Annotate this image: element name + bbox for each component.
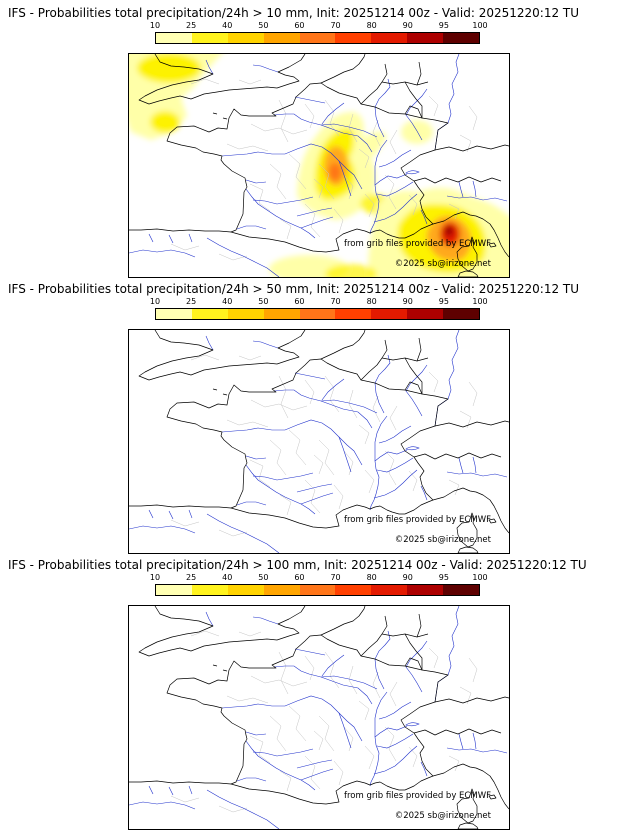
colorbar-segment xyxy=(156,33,192,43)
colorbar-segment xyxy=(156,585,192,595)
colorbar-segment xyxy=(371,309,408,319)
panel-50mm: IFS - Probabilities total precipitation/… xyxy=(0,276,630,554)
colorbar-segment xyxy=(227,309,264,319)
colorbar-tick: 40 xyxy=(222,21,233,30)
map-100mm: from grib files provided by ECMWF ©2025 … xyxy=(128,605,510,830)
colorbar-segment xyxy=(227,585,264,595)
colorbar-tick: 95 xyxy=(438,573,449,582)
colorbar-tick: 100 xyxy=(472,573,488,582)
attribution-source: from grib files provided by ECMWF xyxy=(344,791,491,801)
attribution-source: from grib files provided by ECMWF xyxy=(344,239,491,249)
colorbar-segment xyxy=(263,309,300,319)
probability-colorbar: 10 25 40 50 60 70 80 90 95 100 xyxy=(150,21,488,44)
panel-title: IFS - Probabilities total precipitation/… xyxy=(8,6,580,20)
attribution-copyright: ©2025 sb@irizone.net xyxy=(394,811,491,821)
colorbar-tick: 80 xyxy=(366,297,377,306)
colorbar-tick: 10 xyxy=(149,21,161,30)
colorbar-tick-labels: 10 25 40 50 60 70 80 90 95 100 xyxy=(150,573,488,584)
map-50mm: from grib files provided by ECMWF ©2025 … xyxy=(128,329,510,554)
colorbar-tick: 100 xyxy=(472,21,488,30)
colorbar-scale xyxy=(155,584,480,596)
colorbar-segment xyxy=(335,309,372,319)
colorbar-segment xyxy=(443,585,480,595)
colorbar-tick: 60 xyxy=(294,573,305,582)
colorbar-tick: 10 xyxy=(149,297,161,306)
attribution-copyright: ©2025 sb@irizone.net xyxy=(394,259,491,269)
colorbar-segment xyxy=(407,585,444,595)
colorbar-segment xyxy=(407,309,444,319)
colorbar-tick: 60 xyxy=(294,297,305,306)
colorbar-tick: 70 xyxy=(330,297,341,306)
colorbar-segment xyxy=(443,33,480,43)
colorbar-tick: 50 xyxy=(258,21,269,30)
colorbar-tick: 90 xyxy=(402,297,413,306)
colorbar-tick: 70 xyxy=(330,573,341,582)
colorbar-tick: 25 xyxy=(186,21,197,30)
colorbar-tick-labels: 10 25 40 50 60 70 80 90 95 100 xyxy=(150,297,488,308)
panel-10mm: IFS - Probabilities total precipitation/… xyxy=(0,0,630,278)
colorbar-segment xyxy=(299,33,336,43)
colorbar-tick: 40 xyxy=(222,297,233,306)
colorbar-tick: 95 xyxy=(438,297,449,306)
colorbar-segment xyxy=(443,309,480,319)
colorbar-segment xyxy=(371,33,408,43)
colorbar-segment xyxy=(335,33,372,43)
panel-title: IFS - Probabilities total precipitation/… xyxy=(8,558,587,572)
panel-100mm: IFS - Probabilities total precipitation/… xyxy=(0,552,630,830)
probability-colorbar: 10 25 40 50 60 70 80 90 95 100 xyxy=(150,297,488,320)
map-10mm: from grib files provided by ECMWF ©2025 … xyxy=(128,53,510,278)
colorbar-tick: 70 xyxy=(330,21,341,30)
colorbar-segment xyxy=(371,585,408,595)
colorbar-tick: 100 xyxy=(472,297,488,306)
colorbar-tick: 90 xyxy=(402,573,413,582)
colorbar-tick: 50 xyxy=(258,573,269,582)
probability-colorbar: 10 25 40 50 60 70 80 90 95 100 xyxy=(150,573,488,596)
colorbar-segment xyxy=(263,585,300,595)
colorbar-scale xyxy=(155,32,480,44)
colorbar-segment xyxy=(263,33,300,43)
colorbar-segment xyxy=(299,585,336,595)
attribution-copyright: ©2025 sb@irizone.net xyxy=(394,535,491,545)
panel-title: IFS - Probabilities total precipitation/… xyxy=(8,282,580,296)
colorbar-tick: 25 xyxy=(186,573,197,582)
colorbar-tick: 60 xyxy=(294,21,305,30)
colorbar-segment xyxy=(227,33,264,43)
colorbar-tick: 40 xyxy=(222,573,233,582)
colorbar-tick: 80 xyxy=(366,573,377,582)
colorbar-segment xyxy=(156,309,192,319)
colorbar-tick: 90 xyxy=(402,21,413,30)
colorbar-tick: 95 xyxy=(438,21,449,30)
colorbar-segment xyxy=(191,33,228,43)
colorbar-tick: 25 xyxy=(186,297,197,306)
colorbar-tick-labels: 10 25 40 50 60 70 80 90 95 100 xyxy=(150,21,488,32)
colorbar-segment xyxy=(299,309,336,319)
colorbar-segment xyxy=(191,309,228,319)
colorbar-segment xyxy=(335,585,372,595)
attribution-source: from grib files provided by ECMWF xyxy=(344,515,491,525)
colorbar-segment xyxy=(191,585,228,595)
colorbar-scale xyxy=(155,308,480,320)
colorbar-tick: 50 xyxy=(258,297,269,306)
colorbar-tick: 10 xyxy=(149,573,161,582)
colorbar-segment xyxy=(407,33,444,43)
colorbar-tick: 80 xyxy=(366,21,377,30)
